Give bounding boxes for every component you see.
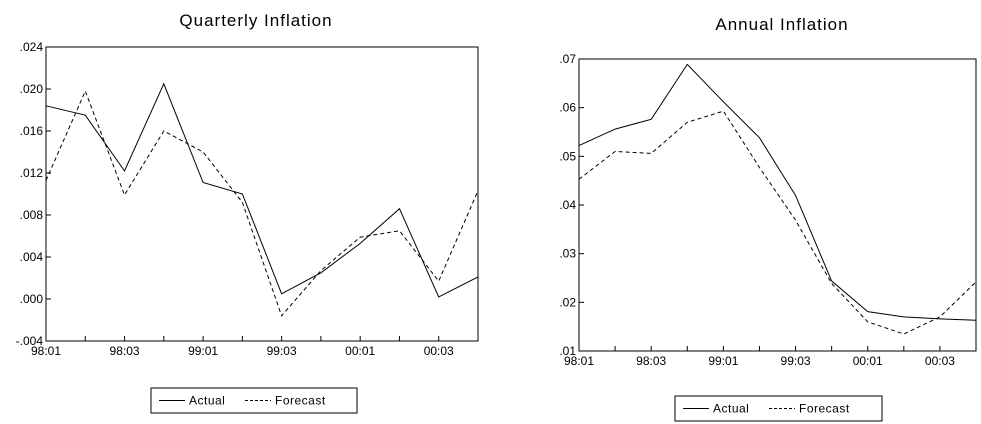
series-line-actual [45, 82, 479, 298]
legend-label-forecast: Forecast [799, 402, 850, 416]
y-tick-label: .004 [20, 250, 44, 264]
y-tick-label: -.004 [16, 334, 44, 348]
x-tick-label: 98:03 [636, 354, 666, 368]
x-tick-label: 99:03 [267, 344, 297, 358]
x-tick-label: 99:01 [708, 354, 738, 368]
plot-frame [45, 46, 479, 342]
y-tick-label: .02 [559, 295, 576, 309]
plot-frame [578, 58, 977, 352]
x-tick-label: 99:01 [188, 344, 218, 358]
quarterly-inflation-chart: Quarterly Inflation .024 .020 .016 .012 .008… [16, 11, 479, 414]
chart-title: Quarterly Inflation [179, 11, 332, 30]
legend-label-actual: Actual [713, 402, 749, 416]
x-tick-label: 98:01 [31, 344, 61, 358]
legend-label-forecast: Forecast [275, 394, 326, 408]
x-tick-label: 00:03 [424, 344, 454, 358]
chart-legend: Actual Forecast [674, 395, 883, 422]
y-tick-label: .07 [559, 52, 576, 66]
y-tick-label: .04 [559, 198, 576, 212]
series-line-actual [578, 63, 977, 321]
chart-legend: Actual Forecast [150, 387, 358, 414]
x-tick-label: 00:03 [925, 354, 955, 368]
y-tick-label: .01 [559, 344, 576, 358]
y-tick-label: .05 [559, 149, 576, 163]
x-tick-label: 99:03 [781, 354, 811, 368]
y-tick-label: .012 [20, 166, 44, 180]
y-tick-label: .016 [20, 124, 44, 138]
chart-title: Annual Inflation [715, 15, 848, 34]
y-tick-label: .020 [20, 82, 44, 96]
series-line-forecast [45, 89, 479, 317]
legend-box [674, 395, 883, 422]
y-tick-label: .06 [559, 101, 576, 115]
y-tick-label: .03 [559, 247, 576, 261]
annual-inflation-chart: Annual Inflation .07.06.05.04.03.02.0198… [559, 15, 977, 422]
x-tick-label: 00:01 [853, 354, 883, 368]
series-line-forecast [578, 110, 977, 335]
legend-box [150, 387, 358, 414]
y-tick-label: .000 [20, 292, 44, 306]
x-tick-label: 00:01 [345, 344, 375, 358]
x-tick-label: 98:03 [110, 344, 140, 358]
y-tick-label: .008 [20, 208, 44, 222]
y-tick-label: .024 [20, 40, 44, 54]
legend-label-actual: Actual [189, 394, 225, 408]
x-tick-label: 98:01 [564, 354, 594, 368]
